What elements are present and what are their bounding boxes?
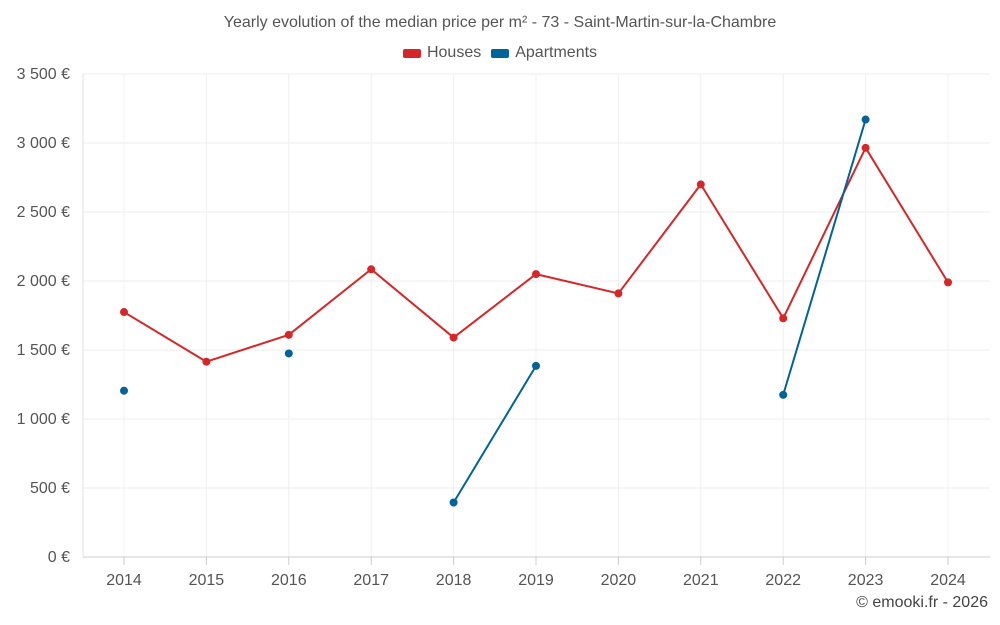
y-tick-label: 2 500 € <box>17 204 70 221</box>
legend-item-apartments[interactable]: Apartments <box>491 44 597 62</box>
x-tick-label: 2020 <box>601 572 637 589</box>
data-point-houses <box>779 314 788 323</box>
y-tick-label: 3 000 € <box>17 135 70 152</box>
series-line-houses <box>370 268 455 339</box>
data-point-houses <box>696 180 705 189</box>
x-tick-label: 2014 <box>106 572 142 589</box>
x-tick-label: 2015 <box>189 572 225 589</box>
legend-swatch-houses <box>402 48 421 58</box>
x-tick-label: 2016 <box>271 572 307 589</box>
data-point-houses <box>614 289 623 298</box>
data-point-houses <box>944 278 952 287</box>
legend-label-houses: Houses <box>426 44 482 61</box>
series-line-apartments <box>452 364 537 504</box>
y-tick-label: 1 500 € <box>17 342 70 359</box>
x-tick-label: 2018 <box>436 572 472 589</box>
series-line-houses <box>535 273 620 295</box>
data-point-houses <box>202 357 211 366</box>
series-line-houses <box>205 333 290 363</box>
data-point-houses <box>532 270 540 279</box>
data-point-houses <box>449 333 458 342</box>
x-tick-label: 2019 <box>518 572 554 589</box>
x-tick-label: 2024 <box>930 572 966 589</box>
x-tick-label: 2021 <box>683 572 719 589</box>
data-point-apartments <box>861 115 870 124</box>
data-point-houses <box>861 143 870 152</box>
data-point-apartments <box>284 349 293 358</box>
y-tick-label: 0 € <box>48 549 70 566</box>
legend-swatch-apartments <box>491 48 510 58</box>
chart-title: Yearly evolution of the median price per… <box>223 14 777 31</box>
series-line-houses <box>123 311 208 363</box>
y-tick-label: 2 000 € <box>17 273 70 290</box>
series-line-houses <box>452 273 537 339</box>
y-tick-label: 3 500 € <box>17 66 70 83</box>
series-line-apartments <box>782 118 867 396</box>
data-point-apartments <box>532 361 540 370</box>
y-tick-label: 500 € <box>30 480 70 497</box>
data-point-apartments <box>779 390 788 399</box>
data-point-houses <box>284 330 293 339</box>
series-line-houses <box>864 146 949 284</box>
data-point-apartments <box>449 498 458 507</box>
y-tick-label: 1 000 € <box>17 411 70 428</box>
legend: Houses Apartments <box>0 44 1000 62</box>
x-tick-label: 2022 <box>765 572 801 589</box>
copyright-footer: © emooki.fr - 2026 <box>856 594 988 611</box>
data-point-houses <box>120 308 128 317</box>
data-point-apartments <box>120 386 128 395</box>
series-line-houses <box>617 183 702 295</box>
series-line-houses <box>287 268 373 336</box>
data-point-houses <box>367 265 376 274</box>
x-tick-label: 2017 <box>353 572 389 589</box>
legend-item-houses[interactable]: Houses <box>402 44 482 62</box>
series-line-houses <box>782 146 867 320</box>
legend-label-apartments: Apartments <box>515 44 598 61</box>
series-line-houses <box>699 183 785 320</box>
x-tick-label: 2023 <box>848 572 884 589</box>
